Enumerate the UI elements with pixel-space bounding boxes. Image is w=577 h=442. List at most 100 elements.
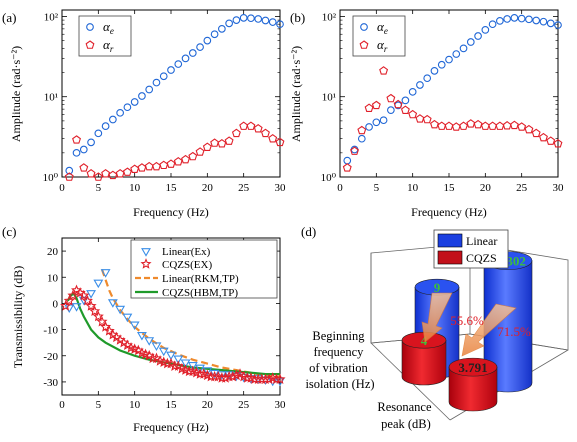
bar-cqzs-beginning-frequency-body bbox=[401, 339, 447, 386]
data-point bbox=[147, 352, 159, 364]
data-point bbox=[230, 369, 242, 381]
data-point bbox=[137, 163, 147, 172]
data-point bbox=[246, 121, 256, 130]
data-point bbox=[261, 128, 270, 138]
data-point bbox=[115, 169, 125, 178]
data-point bbox=[445, 55, 453, 64]
data-point bbox=[371, 100, 381, 110]
legend-linear-label: Linear bbox=[466, 234, 497, 248]
data-point bbox=[268, 134, 278, 143]
x-tick-label: 20 bbox=[202, 182, 214, 194]
data-point bbox=[181, 54, 190, 63]
data-point bbox=[86, 169, 96, 178]
data-point bbox=[517, 122, 527, 131]
x-tick-label: 25 bbox=[238, 182, 250, 194]
data-point bbox=[78, 289, 90, 301]
panel-b: (b) 0 5 10 15 20 25 30 10⁰ 10¹ 10² Frequency (Hz)… bbox=[289, 9, 565, 219]
data-point bbox=[437, 121, 447, 130]
data-point bbox=[239, 13, 248, 22]
data-point bbox=[218, 25, 226, 33]
series-alpha-e bbox=[343, 13, 562, 165]
panel-b-xlabel: Frequency (Hz) bbox=[411, 205, 487, 219]
data-point bbox=[379, 116, 388, 125]
x-tick-label: 0 bbox=[59, 182, 65, 194]
data-point bbox=[72, 135, 81, 144]
x-tick-label: 25 bbox=[238, 399, 250, 411]
data-point bbox=[203, 36, 212, 45]
data-point bbox=[72, 148, 81, 157]
panel-c-label: (c) bbox=[2, 224, 16, 239]
data-point bbox=[86, 290, 97, 299]
data-point bbox=[93, 279, 104, 289]
y-tick-label: -20 bbox=[43, 351, 58, 363]
x-tick-label: 10 bbox=[407, 182, 419, 194]
data-point bbox=[495, 121, 505, 130]
y-tick-label: 10¹ bbox=[44, 92, 58, 104]
data-point bbox=[183, 365, 195, 377]
y-tick-label: -10 bbox=[43, 325, 58, 337]
panel-a-axes: 0 5 10 15 20 25 30 10⁰ 10¹ 10² bbox=[43, 10, 286, 194]
data-point bbox=[196, 43, 204, 51]
reduction-arrow-2 bbox=[461, 303, 517, 357]
data-point bbox=[274, 373, 286, 385]
data-point bbox=[223, 370, 235, 382]
data-point bbox=[63, 294, 75, 306]
bar-cqzs-resonance-peak-body bbox=[448, 366, 498, 412]
legend-marker-cqzs-ex bbox=[140, 258, 152, 269]
x-tick-label: 15 bbox=[166, 399, 178, 411]
data-point bbox=[231, 128, 241, 138]
data-point bbox=[247, 14, 255, 23]
panel-a-ylabel: Amplitude (rad·s⁻²) bbox=[9, 46, 23, 142]
data-point bbox=[101, 169, 111, 178]
x-tick-label: 30 bbox=[553, 182, 565, 194]
data-point bbox=[415, 114, 425, 123]
data-point bbox=[466, 119, 476, 128]
panel-a-xlabel: Frequency (Hz) bbox=[133, 205, 209, 219]
data-point bbox=[81, 294, 93, 306]
data-point bbox=[173, 157, 183, 166]
data-point bbox=[138, 92, 146, 100]
data-point bbox=[93, 172, 103, 181]
data-point bbox=[92, 310, 104, 322]
data-point bbox=[152, 161, 161, 171]
data-point bbox=[79, 145, 88, 154]
data-point bbox=[422, 114, 432, 124]
y-tick-label: -30 bbox=[43, 377, 58, 389]
data-point bbox=[554, 21, 562, 29]
y-tick-label: 10² bbox=[322, 11, 337, 23]
data-point bbox=[174, 60, 183, 68]
data-point bbox=[216, 372, 228, 383]
data-point bbox=[209, 370, 221, 382]
data-point bbox=[224, 136, 234, 145]
x-tick-label: 15 bbox=[166, 182, 178, 194]
data-point bbox=[268, 18, 277, 26]
legend-marker-linear-ex bbox=[141, 248, 151, 257]
x-tick-label: 10 bbox=[129, 182, 141, 194]
data-point bbox=[253, 123, 263, 133]
data-point bbox=[387, 106, 395, 115]
legend-label: CQZS(HBM,TP) bbox=[162, 287, 238, 299]
x-tick-label: 0 bbox=[59, 399, 65, 411]
panel-d-label: (d) bbox=[301, 224, 316, 239]
data-point bbox=[474, 32, 482, 40]
x-tick-label: 10 bbox=[129, 399, 141, 411]
data-point bbox=[408, 109, 418, 119]
data-point bbox=[430, 66, 439, 75]
y-tick-label: 10¹ bbox=[322, 92, 336, 104]
data-point bbox=[64, 172, 74, 181]
data-point bbox=[343, 156, 352, 165]
panel-b-ylabel: Amplitude (rad·s⁻²) bbox=[289, 46, 303, 142]
panel-b-legend-box bbox=[352, 15, 406, 57]
data-point bbox=[225, 19, 233, 28]
data-point bbox=[67, 289, 79, 301]
legend-label: Linear(RKM,TP) bbox=[162, 273, 239, 285]
panel-a: (a) 0 5 10 15 20 25 30 10⁰ 10¹ 10² Frequency (Hz)… bbox=[2, 9, 286, 219]
data-point bbox=[158, 347, 169, 357]
data-point bbox=[79, 163, 89, 172]
data-point bbox=[488, 121, 498, 130]
data-point bbox=[509, 120, 519, 130]
data-point bbox=[532, 16, 541, 25]
data-point bbox=[261, 16, 270, 25]
